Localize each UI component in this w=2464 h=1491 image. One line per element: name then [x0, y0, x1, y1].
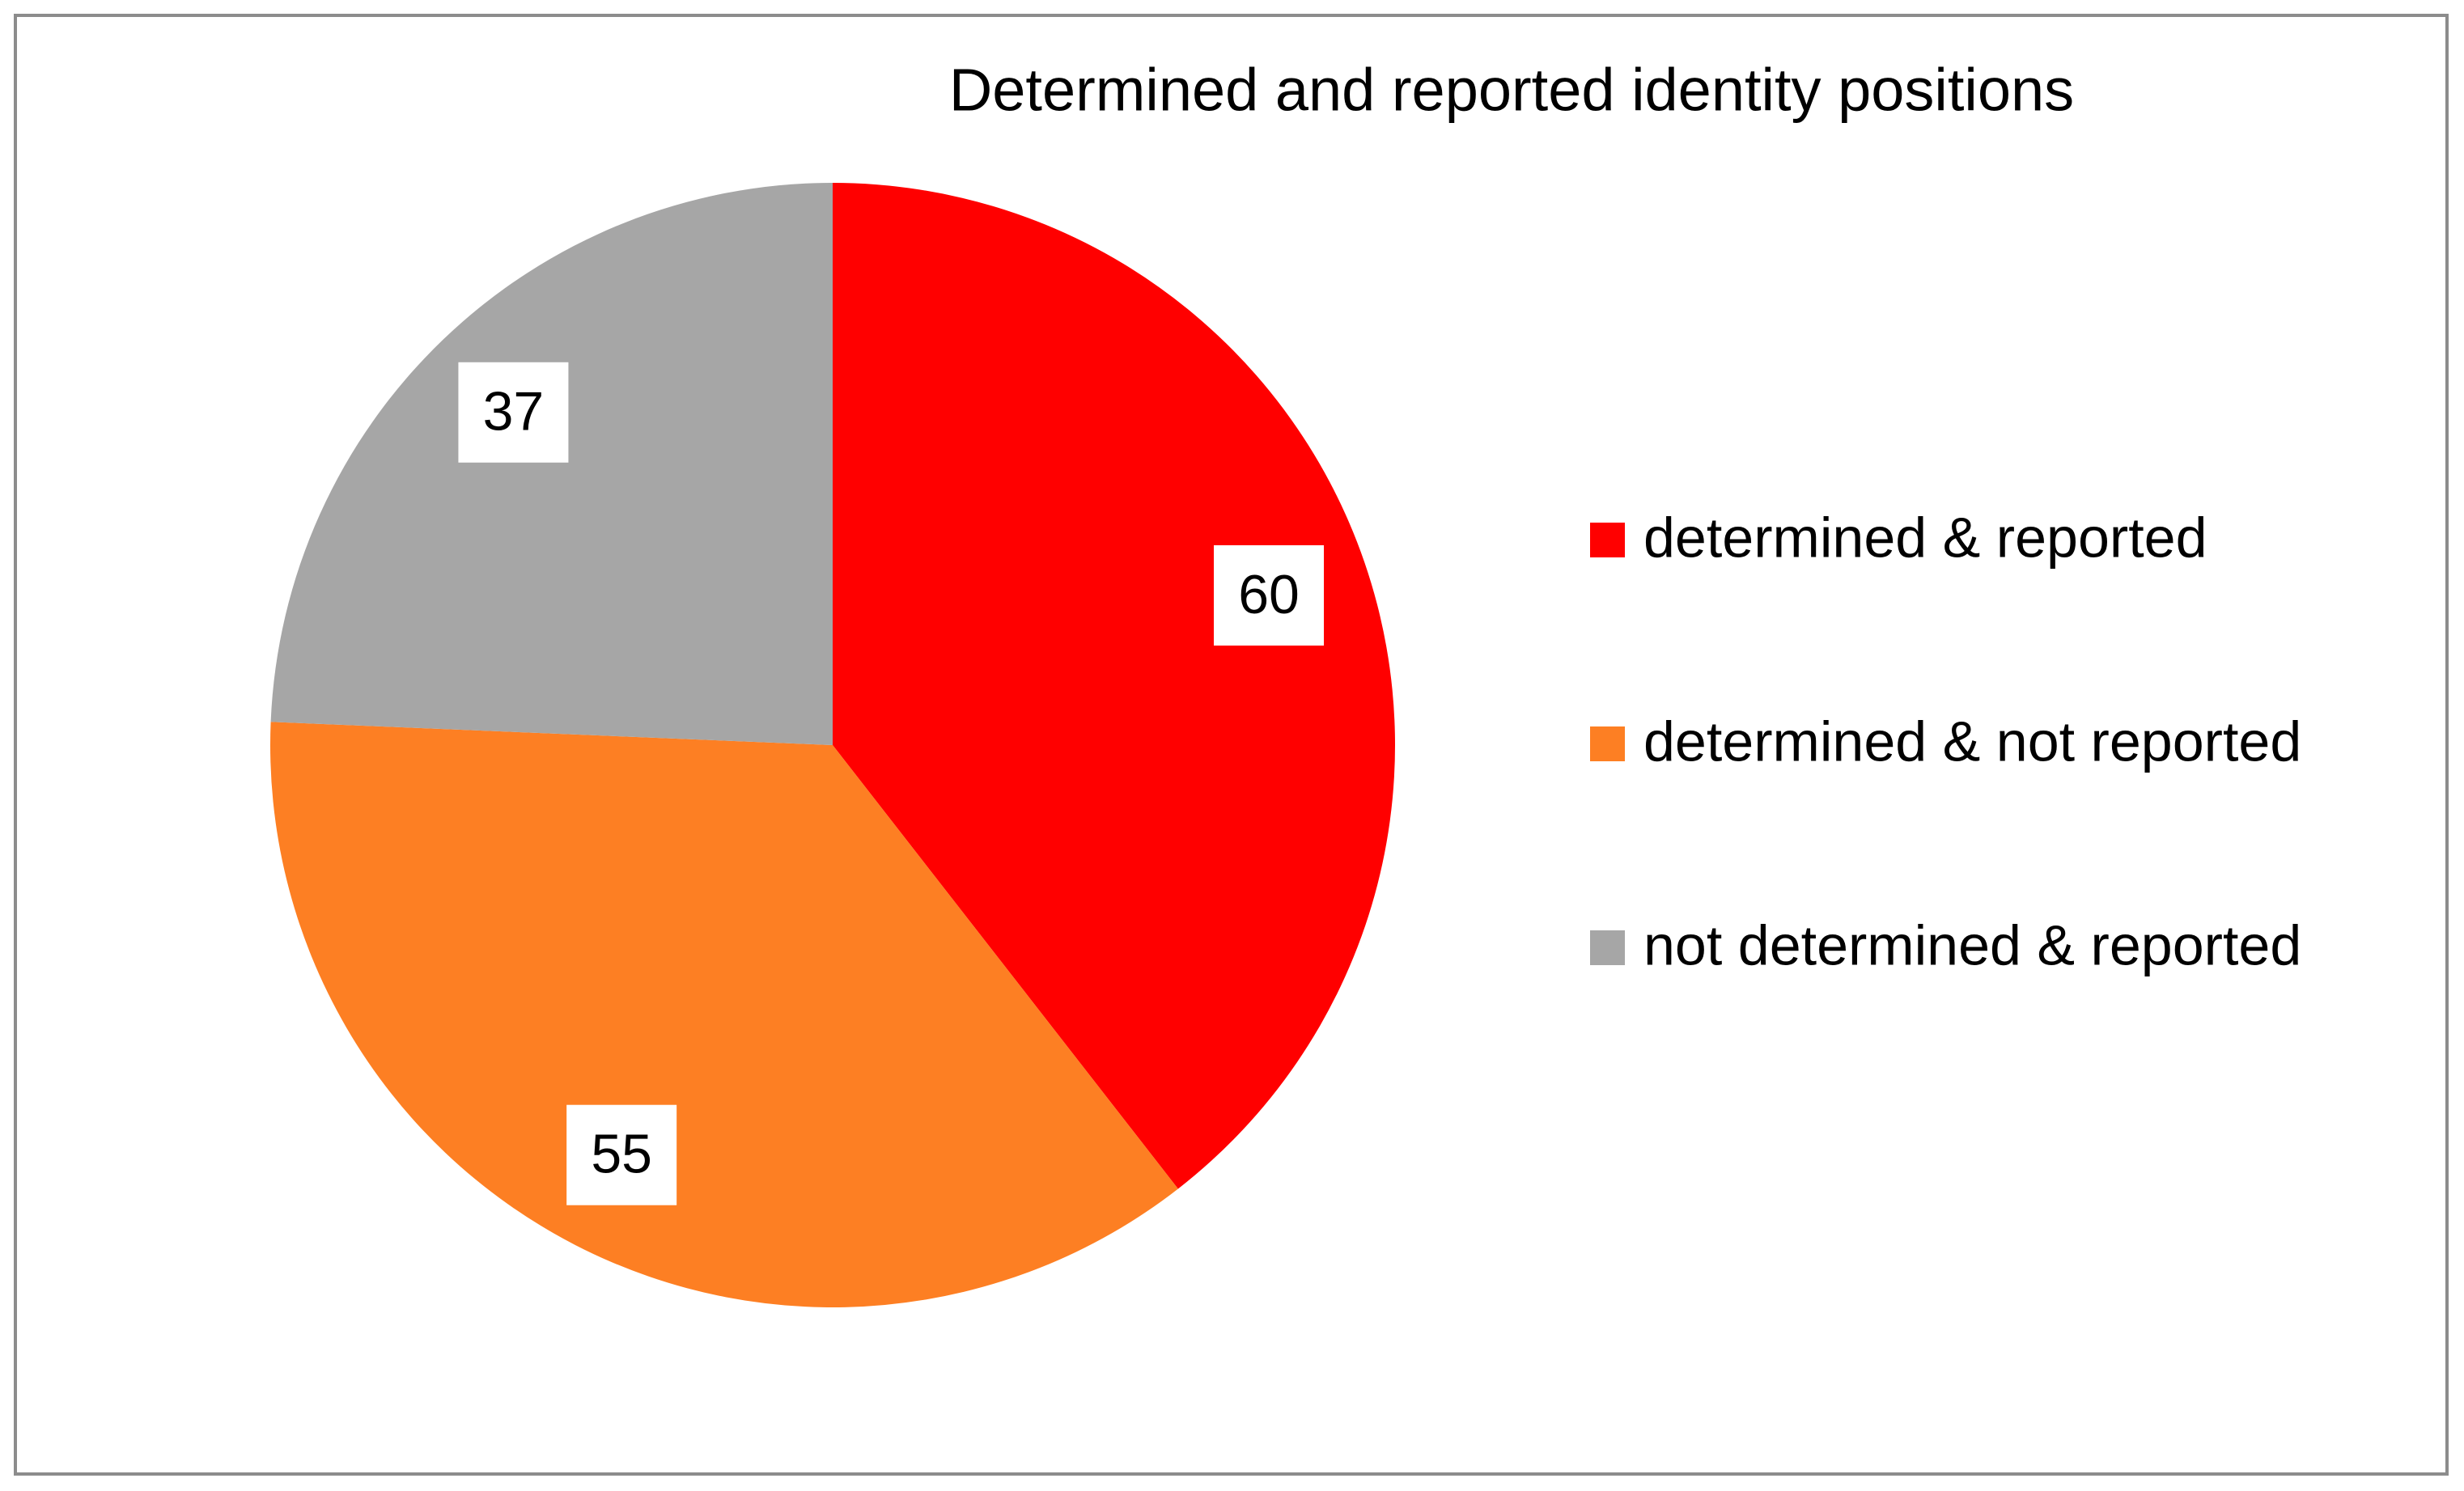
legend-swatch — [1590, 930, 1625, 965]
legend-label: determined & reported — [1643, 506, 2207, 569]
data-label-box — [566, 1104, 677, 1205]
pie-slice — [270, 182, 833, 746]
legend-label: not determined & reported — [1643, 913, 2301, 976]
data-label: 60 — [1238, 564, 1300, 625]
data-label-box — [1214, 544, 1325, 646]
chart-title: Determined and reported identity positio… — [949, 57, 2074, 124]
legend-swatch — [1590, 523, 1625, 557]
legend-swatch — [1590, 726, 1625, 761]
data-label-box — [458, 362, 569, 463]
data-label: 55 — [591, 1124, 652, 1185]
legend-label: determined & not reported — [1643, 709, 2301, 773]
data-label: 37 — [483, 381, 545, 443]
pie-slice — [269, 722, 1178, 1307]
pie-slice — [833, 183, 1395, 1189]
